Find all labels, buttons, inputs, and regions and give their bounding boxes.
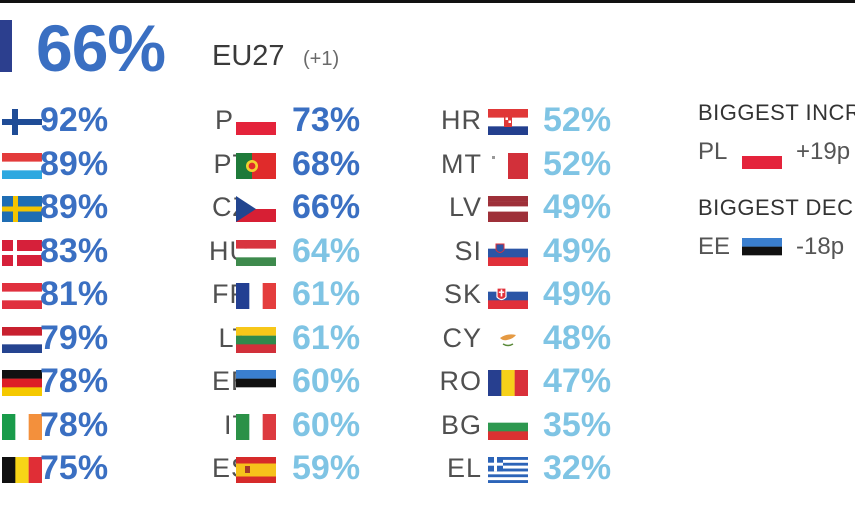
flag-es-icon: [236, 457, 276, 483]
flag-de-icon: [2, 370, 42, 396]
flag-ie-icon: [2, 413, 42, 440]
country-value: 66%: [292, 188, 361, 226]
flag-be-icon: [2, 457, 42, 483]
flag-si-icon: [488, 239, 528, 266]
biggest-increase-value: +19p: [796, 138, 851, 165]
country-code: SI: [454, 235, 482, 266]
biggest-decrease-flag-icon: [742, 238, 782, 264]
country-value: 83%: [40, 231, 109, 270]
region-label: EU27: [212, 40, 285, 72]
country-value: 49%: [543, 231, 612, 270]
flag-cz-icon: [236, 196, 276, 222]
country-value: 89%: [40, 144, 109, 183]
flag-mt-icon: [488, 152, 528, 179]
biggest-decrease-value: -18p: [796, 233, 845, 260]
country-value: 52%: [543, 144, 612, 183]
country-value: 60%: [292, 405, 361, 444]
country-value: 60%: [292, 362, 361, 400]
flag-nl-icon: [2, 326, 42, 353]
flag-dk-icon: [2, 239, 42, 266]
country-value: 32%: [543, 449, 612, 487]
country-value: 35%: [543, 405, 612, 444]
flag-ro-icon: [488, 370, 528, 396]
flag-bg-icon: [488, 413, 528, 440]
country-value: 49%: [543, 188, 612, 226]
flag-lu-icon: [2, 152, 42, 179]
header-color-bar: [0, 20, 12, 72]
biggest-increase-title: BIGGEST INCR: [698, 100, 855, 125]
country-value: 78%: [40, 405, 109, 444]
country-value: 81%: [40, 275, 109, 313]
country-value: 75%: [40, 449, 109, 487]
flag-it-icon: [236, 413, 276, 440]
country-code: EL: [446, 453, 482, 483]
flag-se-icon: [2, 196, 42, 222]
country-value: 78%: [40, 362, 109, 400]
country-value: 48%: [543, 318, 612, 357]
flag-at-icon: [2, 283, 42, 309]
flag-lt-icon: [236, 326, 276, 353]
country-value: 73%: [292, 101, 361, 139]
country-value: 64%: [292, 231, 361, 270]
country-value: 79%: [40, 318, 109, 357]
flag-sk-icon: [488, 283, 528, 309]
flag-cy-icon: [488, 326, 528, 353]
flag-el-icon: [488, 457, 528, 483]
top-border: [0, 0, 855, 3]
country-code: BG: [440, 409, 482, 440]
country-value: 89%: [40, 188, 109, 226]
country-value: 61%: [292, 275, 361, 313]
biggest-decrease-code: EE: [698, 233, 731, 260]
headline-value: 66%: [36, 11, 166, 85]
country-code: LV: [448, 192, 482, 222]
country-value: 47%: [543, 362, 612, 400]
country-code: RO: [439, 366, 482, 396]
country-code: SK: [443, 279, 482, 309]
flag-fi-icon: [2, 109, 42, 135]
flag-hr-icon: [488, 109, 528, 135]
biggest-increase-code: PL: [698, 138, 728, 165]
country-value: 92%: [40, 101, 109, 139]
flag-lv-icon: [488, 196, 528, 222]
country-code: HR: [441, 105, 482, 135]
flag-pl-icon: [236, 109, 276, 135]
flag-hu-icon: [236, 239, 276, 266]
country-value: 52%: [543, 101, 612, 139]
country-value: 68%: [292, 144, 361, 183]
biggest-increase-flag-icon: [742, 143, 782, 169]
country-code: CY: [442, 322, 482, 353]
country-value: 61%: [292, 318, 361, 357]
flag-pt-icon: [236, 152, 276, 179]
flag-fr-icon: [236, 283, 276, 309]
biggest-decrease-title: BIGGEST DECR: [698, 195, 855, 220]
country-code: MT: [441, 148, 482, 179]
region-change: (+1): [303, 48, 340, 70]
flag-ee-icon: [236, 370, 276, 396]
country-value: 59%: [292, 449, 361, 487]
country-value: 49%: [543, 275, 612, 313]
